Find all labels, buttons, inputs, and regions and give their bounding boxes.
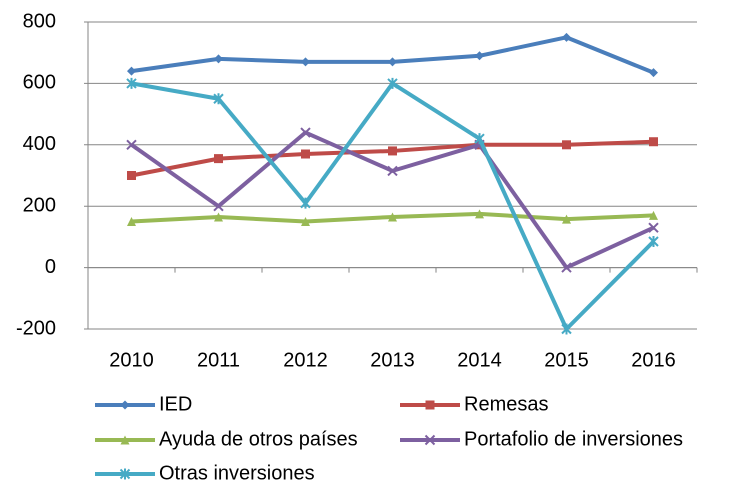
point [388, 146, 397, 156]
point [649, 137, 658, 147]
point [301, 217, 310, 227]
y-tick-label: 800 [23, 10, 56, 32]
x-tick-label: 2013 [370, 349, 415, 371]
x-tick-label: 2015 [544, 349, 589, 371]
point [214, 154, 223, 164]
point [561, 323, 572, 335]
legend-marker [120, 435, 130, 445]
point [301, 149, 310, 159]
point [562, 32, 571, 42]
point [126, 77, 137, 89]
y-tick-label: -200 [16, 317, 56, 339]
point [214, 54, 223, 64]
point [387, 165, 398, 177]
point [649, 68, 658, 78]
point [388, 57, 397, 67]
point [649, 210, 658, 220]
legend-marker [425, 400, 435, 410]
y-tick-label: 200 [23, 194, 56, 216]
y-tick-label: 400 [23, 133, 56, 155]
legend-marker [119, 468, 131, 480]
y-tick-label: 0 [45, 256, 56, 278]
point [301, 57, 310, 67]
legend-label: Ayuda de otros países [159, 428, 358, 450]
point [474, 133, 485, 145]
point [300, 127, 311, 138]
point [561, 262, 572, 273]
x-tick-label: 2012 [283, 349, 328, 371]
x-tick-label: 2011 [197, 349, 240, 371]
legend-label: Portafolio de inversiones [464, 428, 683, 450]
point [475, 209, 484, 219]
legend-label: Otras inversiones [159, 462, 315, 484]
legend-label: IED [159, 393, 192, 415]
legend-label: Remesas [464, 393, 548, 415]
point [562, 214, 571, 224]
legend-marker [424, 434, 436, 446]
point [648, 222, 659, 233]
point [387, 77, 398, 89]
y-tick-label: 600 [23, 72, 56, 94]
x-tick-label: 2016 [631, 349, 676, 371]
point [126, 139, 137, 151]
point [562, 140, 571, 150]
point [475, 51, 484, 61]
series-line [131, 35, 655, 75]
point [213, 200, 224, 212]
point [127, 66, 136, 76]
x-tick-label: 2010 [109, 349, 154, 371]
point [300, 197, 311, 209]
point [648, 236, 659, 248]
point [213, 93, 224, 105]
point [127, 171, 136, 180]
point [214, 212, 223, 222]
x-tick-label: 2014 [457, 349, 502, 371]
point [127, 217, 136, 227]
legend-marker [120, 400, 130, 410]
point [388, 212, 397, 222]
